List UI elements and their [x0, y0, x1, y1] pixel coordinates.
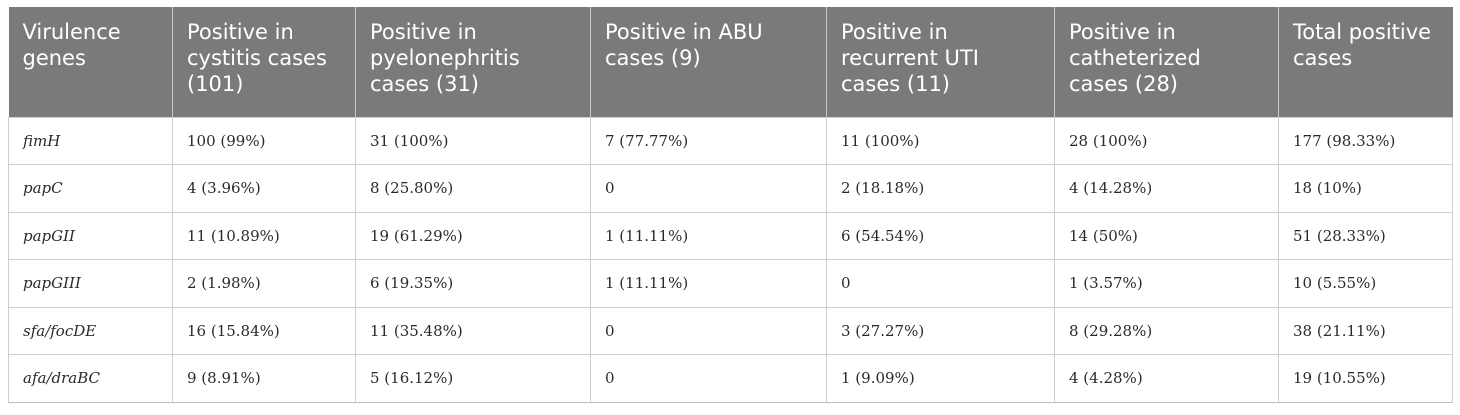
header-row: Virulence genes Positive in cystitis cas…	[8, 7, 1453, 117]
table-cell: 100 (99%)	[172, 116, 356, 165]
table-row: papC 4 (3.96%) 8 (25.80%) 0 2 (18.18%) 4…	[8, 164, 1453, 213]
table-cell: 14 (50%)	[1054, 211, 1279, 260]
table-cell: 8 (25.80%)	[355, 164, 591, 213]
table-cell: 1 (9.09%)	[826, 354, 1055, 403]
table-body: fimH 100 (99%) 31 (100%) 7 (77.77%) 11 (…	[8, 116, 1453, 403]
table-cell: 0	[826, 259, 1055, 308]
table-cell: 0	[590, 354, 827, 403]
table-cell: 6 (19.35%)	[355, 259, 591, 308]
gene-name-cell: afa/draBC	[8, 354, 173, 403]
table-cell: 6 (54.54%)	[826, 211, 1055, 260]
table-cell: 5 (16.12%)	[355, 354, 591, 403]
table-cell: 11 (35.48%)	[355, 306, 591, 355]
header-total: Total positive cases	[1278, 7, 1453, 117]
table-cell: 2 (1.98%)	[172, 259, 356, 308]
table-cell: 4 (4.28%)	[1054, 354, 1279, 403]
table-cell: 19 (61.29%)	[355, 211, 591, 260]
table-row: papGII 11 (10.89%) 19 (61.29%) 1 (11.11%…	[8, 211, 1453, 260]
table-cell: 1 (3.57%)	[1054, 259, 1279, 308]
gene-name-cell: fimH	[8, 116, 173, 165]
table-cell: 1 (11.11%)	[590, 259, 827, 308]
table-cell: 16 (15.84%)	[172, 306, 356, 355]
gene-name-cell: sfa/focDE	[8, 306, 173, 355]
header-catheterized: Positive in catheterized cases (28)	[1054, 7, 1279, 117]
table-cell: 31 (100%)	[355, 116, 591, 165]
table-cell: 7 (77.77%)	[590, 116, 827, 165]
table-cell: 11 (100%)	[826, 116, 1055, 165]
table-cell: 3 (27.27%)	[826, 306, 1055, 355]
gene-name-cell: papGIII	[8, 259, 173, 308]
table-cell: 2 (18.18%)	[826, 164, 1055, 213]
table-cell: 177 (98.33%)	[1278, 116, 1453, 165]
gene-name-cell: papC	[8, 164, 173, 213]
header-cystitis: Positive in cystitis cases (101)	[172, 7, 356, 117]
table-cell: 10 (5.55%)	[1278, 259, 1453, 308]
table-row: fimH 100 (99%) 31 (100%) 7 (77.77%) 11 (…	[8, 116, 1453, 165]
header-abu: Positive in ABU cases (9)	[590, 7, 827, 117]
table-cell: 51 (28.33%)	[1278, 211, 1453, 260]
table-cell: 0	[590, 306, 827, 355]
header-pyelonephritis: Positive in pyelonephritis cases (31)	[355, 7, 591, 117]
table-cell: 28 (100%)	[1054, 116, 1279, 165]
table-cell: 1 (11.11%)	[590, 211, 827, 260]
table-cell: 4 (3.96%)	[172, 164, 356, 213]
table-row: sfa/focDE 16 (15.84%) 11 (35.48%) 0 3 (2…	[8, 306, 1453, 355]
table-header: Virulence genes Positive in cystitis cas…	[8, 7, 1453, 117]
gene-name-cell: papGII	[8, 211, 173, 260]
header-virulence-genes: Virulence genes	[8, 7, 173, 117]
table-cell: 9 (8.91%)	[172, 354, 356, 403]
virulence-genes-table: Virulence genes Positive in cystitis cas…	[8, 7, 1453, 403]
table-cell: 11 (10.89%)	[172, 211, 356, 260]
table-cell: 0	[590, 164, 827, 213]
table-cell: 38 (21.11%)	[1278, 306, 1453, 355]
header-recurrent-uti: Positive in recurrent UTI cases (11)	[826, 7, 1055, 117]
table-cell: 18 (10%)	[1278, 164, 1453, 213]
table-cell: 19 (10.55%)	[1278, 354, 1453, 403]
table-cell: 8 (29.28%)	[1054, 306, 1279, 355]
table-cell: 4 (14.28%)	[1054, 164, 1279, 213]
table-row: afa/draBC 9 (8.91%) 5 (16.12%) 0 1 (9.09…	[8, 354, 1453, 403]
table-row: papGIII 2 (1.98%) 6 (19.35%) 1 (11.11%) …	[8, 259, 1453, 308]
